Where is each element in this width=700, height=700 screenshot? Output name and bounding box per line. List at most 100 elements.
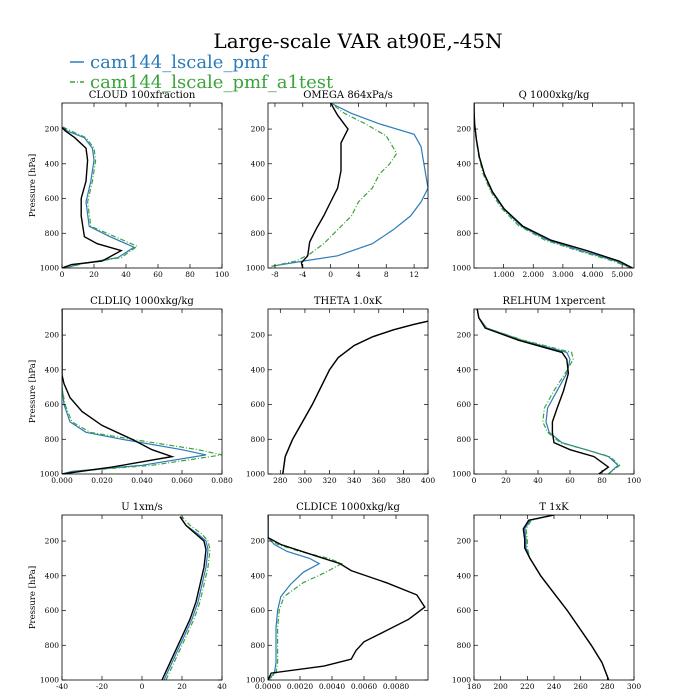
y-tick-label: 400	[45, 365, 60, 374]
x-tick-label: 20	[177, 682, 187, 691]
x-tick-label: 4.000	[582, 270, 604, 279]
y-axis-label: Pressure [hPa]	[28, 566, 38, 629]
y-tick-label: 800	[45, 435, 60, 444]
x-tick-label: 0.080	[211, 476, 233, 485]
series-cam144-lscale-pmf-line	[268, 515, 321, 680]
figure-title: Large-scale VAR at90E,-45N	[213, 29, 502, 53]
x-tick-label: 0	[140, 682, 145, 691]
panel-2: 200 400 600 800 1000 -8 -4 0 4 8 12 OMEGA 864xPa/s	[246, 90, 429, 279]
y-tick-label: 800	[457, 229, 472, 238]
x-tick-label: 40	[121, 270, 131, 279]
x-tick-label: 0	[472, 476, 477, 485]
plot-frame	[267, 102, 429, 269]
x-tick-label: 0.020	[91, 476, 113, 485]
y-tick-label: 1000	[452, 264, 471, 273]
y-tick-label: 400	[457, 159, 472, 168]
y-tick-label: 1000	[246, 470, 265, 479]
x-tick-label: 200	[494, 682, 509, 691]
legend-label-cam144-lscale-pmf: cam144_lscale_pmf	[90, 52, 269, 73]
x-tick-label: 300	[298, 476, 313, 485]
series-cam144-lscale-pmf-a1test-line	[271, 103, 398, 267]
y-axis-label: Pressure [hPa]	[28, 360, 38, 423]
x-tick-label: 240	[547, 682, 562, 691]
y-tick-label: 200	[251, 125, 266, 134]
x-tick-label: 380	[396, 476, 411, 485]
x-tick-label: 280	[273, 476, 288, 485]
x-tick-label: 12	[409, 270, 419, 279]
series-cam144-lscale-pmf-a1test-line	[62, 309, 222, 474]
y-tick-label: 600	[457, 606, 472, 615]
y-tick-label: 200	[457, 331, 472, 340]
y-tick-label: 1000	[40, 470, 59, 479]
panel-title: THETA 1.0xK	[314, 296, 383, 307]
panel-title: T 1xK	[539, 502, 569, 513]
y-tick-label: 600	[251, 606, 266, 615]
x-tick-label: -8	[271, 270, 279, 279]
y-tick-label: 400	[45, 159, 60, 168]
panel-7: 200 400 600 800 1000-40 -20 0 20 40 U 1xm/s Pressu…	[28, 502, 227, 691]
y-tick-label: 400	[457, 571, 472, 580]
y-axis-label: Pressure [hPa]	[28, 154, 38, 217]
x-tick-label: -20	[96, 682, 108, 691]
series-cam144-lscale-pmf-line	[282, 320, 428, 474]
y-tick-label: 800	[457, 641, 472, 650]
x-tick-label: 100	[627, 476, 642, 485]
x-tick-label: 0	[328, 270, 333, 279]
series-reference-line	[300, 103, 349, 268]
legend: cam144_lscale_pmf cam144_lscale_pmf_a1te…	[70, 52, 334, 93]
y-tick-label: 600	[45, 400, 60, 409]
series-cam144-lscale-pmf-line	[163, 516, 209, 680]
x-tick-label: 80	[185, 270, 195, 279]
plot-frame	[61, 102, 223, 269]
series-cam144-lscale-pmf-line	[62, 309, 207, 474]
x-tick-label: 20	[89, 270, 99, 279]
x-tick-label: 3.000	[552, 270, 574, 279]
y-tick-label: 400	[457, 365, 472, 374]
x-tick-label: 260	[574, 682, 589, 691]
x-tick-label: 0.0060	[351, 682, 377, 691]
y-tick-label: 400	[251, 365, 266, 374]
x-tick-label: 60	[565, 476, 575, 485]
y-tick-label: 1000	[40, 676, 59, 685]
x-tick-label: 300	[627, 682, 642, 691]
x-tick-label: 0	[60, 270, 65, 279]
series-reference-line	[161, 516, 207, 680]
x-tick-label: 8	[384, 270, 389, 279]
x-tick-label: 360	[372, 476, 387, 485]
y-tick-label: 600	[251, 194, 266, 203]
y-tick-label: 1000	[246, 676, 265, 685]
y-tick-label: 400	[45, 571, 60, 580]
plot-frame	[473, 514, 635, 681]
y-tick-label: 200	[45, 125, 60, 134]
y-tick-label: 200	[457, 125, 472, 134]
plot-frame	[267, 308, 429, 475]
series-cam144-lscale-pmf-a1test-line	[474, 103, 632, 268]
x-tick-label: 340	[347, 476, 362, 485]
y-tick-label: 200	[457, 537, 472, 546]
x-tick-label: 5.000	[611, 270, 633, 279]
series-cam144-lscale-pmf-line	[474, 103, 632, 268]
panel-title: Q 1000xkg/kg	[519, 90, 590, 101]
y-tick-label: 1000	[40, 264, 59, 273]
y-tick-label: 200	[45, 331, 60, 340]
plot-frame	[61, 514, 223, 681]
x-tick-label: 20	[501, 476, 511, 485]
series-cam144-lscale-pmf-a1test-line	[62, 125, 139, 268]
plot-frame	[61, 308, 223, 475]
panel-title: RELHUM 1xpercent	[502, 296, 605, 307]
plot-frame	[267, 514, 429, 681]
series-cam144-lscale-pmf-line	[62, 126, 136, 268]
x-tick-label: 280	[600, 682, 615, 691]
x-tick-label: 0.0000	[255, 682, 281, 691]
x-tick-label: 40	[533, 476, 543, 485]
y-tick-label: 600	[45, 606, 60, 615]
series-cam144-lscale-pmf-a1test-line	[282, 320, 428, 474]
y-tick-label: 200	[251, 331, 266, 340]
plot-frame	[473, 102, 635, 269]
series-cam144-lscale-pmf-a1test-line	[165, 516, 211, 680]
